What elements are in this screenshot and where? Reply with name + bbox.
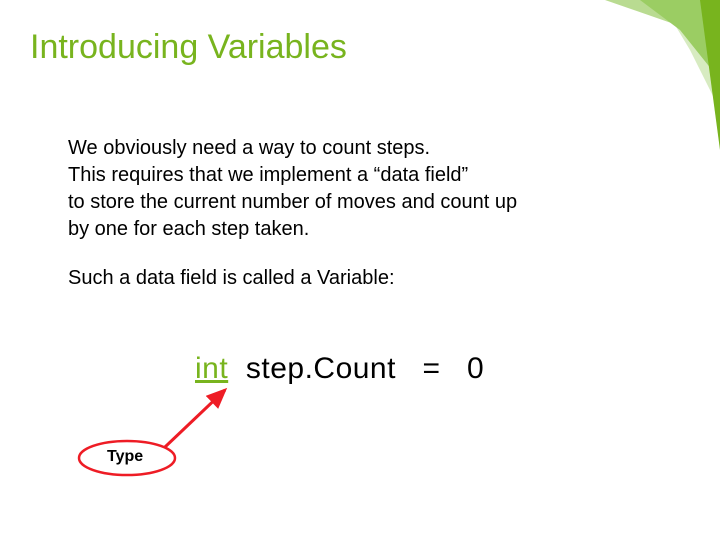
body-text: We obviously need a way to count steps.T… (68, 135, 628, 314)
code-declaration: int step.Count = 0 (195, 352, 484, 386)
paragraph-1: We obviously need a way to count steps.T… (68, 135, 628, 243)
type-arrow (165, 390, 225, 447)
code-identifier: step.Count (246, 352, 396, 385)
code-operator: = (422, 352, 440, 385)
code-value: 0 (467, 352, 484, 385)
slide: Introducing Variables We obviously need … (0, 0, 720, 540)
code-keyword: int (195, 352, 228, 385)
paragraph-2: Such a data field is called a Variable: (68, 265, 628, 292)
type-label: Type (107, 448, 143, 466)
slide-title: Introducing Variables (30, 28, 347, 67)
